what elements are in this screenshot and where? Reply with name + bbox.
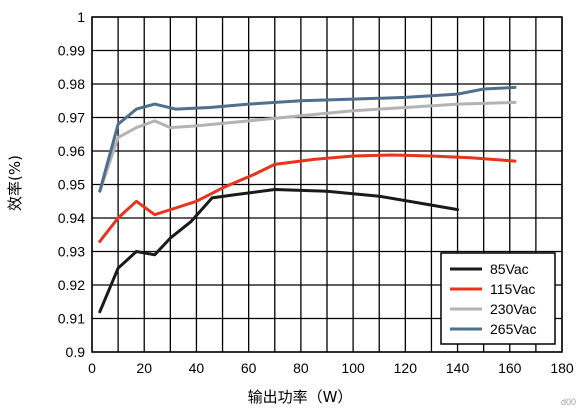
x-tick-label: 80 [293,360,309,376]
y-tick-label: 0.92 [58,277,85,293]
corner-label: d00 [561,397,576,407]
series-line-230vac [98,100,517,193]
series-line-265vac [98,85,517,193]
y-tick-label: 0.9 [66,344,86,360]
y-tick-label: 0.99 [58,43,85,59]
y-tick-label: 0.94 [58,210,85,226]
y-tick-label: 0.91 [58,311,85,327]
series-line-85vac [98,188,460,314]
x-tick-label: 40 [189,360,205,376]
x-tick-label: 20 [136,360,152,376]
y-axis-title: 效率(%) [6,155,24,211]
y-tick-label: 0.95 [58,177,85,193]
legend: 85Vac 115Vac 230Vac 265Vac [440,252,556,345]
legend-label: 115Vac [490,281,535,297]
x-tick-labels: 0 20 40 60 80 100 120 140 160 180 [88,360,574,376]
legend-label: 230Vac [490,301,536,317]
x-axis-title: 输出功率（W） [248,388,353,406]
x-tick-label: 160 [498,360,522,376]
x-tick-label: 0 [88,360,96,376]
y-tick-label: 0.98 [58,76,85,92]
y-tick-labels: 0.9 0.91 0.92 0.93 0.94 0.95 0.96 0.97 0.98 0.99 1 [58,9,85,360]
x-tick-label: 180 [550,360,574,376]
legend-label: 85Vac [490,261,529,277]
x-tick-label: 60 [241,360,257,376]
x-tick-label: 100 [341,360,365,376]
y-tick-label: 0.96 [58,143,85,159]
x-tick-label: 120 [394,360,418,376]
series-lines [98,85,517,314]
x-tick-label: 140 [446,360,470,376]
y-tick-label: 0.97 [58,110,85,126]
y-tick-label: 1 [77,9,85,25]
y-tick-label: 0.93 [58,244,85,260]
grid [91,16,563,353]
plot-frame [91,16,563,353]
series-line-115vac [98,153,517,243]
legend-label: 265Vac [490,321,536,337]
